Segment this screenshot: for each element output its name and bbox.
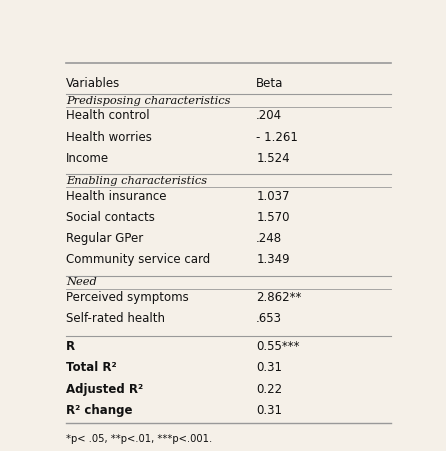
Text: 1.524: 1.524 — [256, 152, 290, 165]
Text: Total R²: Total R² — [66, 361, 117, 374]
Text: Income: Income — [66, 152, 109, 165]
Text: Beta: Beta — [256, 78, 284, 90]
Text: .204: .204 — [256, 109, 282, 122]
Text: Predisposing characteristics: Predisposing characteristics — [66, 96, 231, 106]
Text: Health worries: Health worries — [66, 130, 152, 143]
Text: Adjusted R²: Adjusted R² — [66, 382, 143, 396]
Text: Health control: Health control — [66, 109, 150, 122]
Text: Social contacts: Social contacts — [66, 211, 155, 224]
Text: 2.862**: 2.862** — [256, 291, 301, 304]
Text: 0.22: 0.22 — [256, 382, 282, 396]
Text: *p< .05, **p<.01, ***p<.001.: *p< .05, **p<.01, ***p<.001. — [66, 434, 212, 444]
Text: Health insurance: Health insurance — [66, 189, 167, 202]
Text: 1.570: 1.570 — [256, 211, 290, 224]
Text: 1.349: 1.349 — [256, 253, 290, 266]
Text: R² change: R² change — [66, 404, 132, 417]
Text: 0.55***: 0.55*** — [256, 340, 300, 353]
Text: Regular GPer: Regular GPer — [66, 232, 143, 245]
Text: Community service card: Community service card — [66, 253, 211, 266]
Text: 0.31: 0.31 — [256, 404, 282, 417]
Text: Self-rated health: Self-rated health — [66, 312, 165, 325]
Text: Need: Need — [66, 277, 97, 287]
Text: .653: .653 — [256, 312, 282, 325]
Text: 1.037: 1.037 — [256, 189, 290, 202]
Text: Enabling characteristics: Enabling characteristics — [66, 176, 207, 186]
Text: R: R — [66, 340, 75, 353]
Text: - 1.261: - 1.261 — [256, 130, 298, 143]
Text: Variables: Variables — [66, 78, 120, 90]
Text: Perceived symptoms: Perceived symptoms — [66, 291, 189, 304]
Text: .248: .248 — [256, 232, 282, 245]
Text: 0.31: 0.31 — [256, 361, 282, 374]
